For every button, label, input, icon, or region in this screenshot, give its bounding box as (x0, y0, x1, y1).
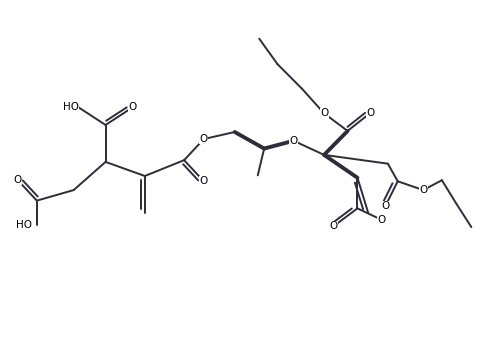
Text: O: O (129, 102, 136, 112)
Text: O: O (320, 108, 328, 118)
Text: O: O (330, 221, 338, 231)
Text: HO: HO (16, 220, 32, 230)
Text: O: O (419, 185, 427, 195)
Text: O: O (382, 201, 389, 211)
Text: O: O (13, 175, 21, 184)
Text: O: O (200, 176, 208, 186)
Text: O: O (200, 134, 208, 144)
Text: O: O (367, 108, 375, 118)
Text: HO: HO (62, 102, 79, 112)
Text: O: O (290, 136, 298, 146)
Text: O: O (378, 215, 386, 225)
